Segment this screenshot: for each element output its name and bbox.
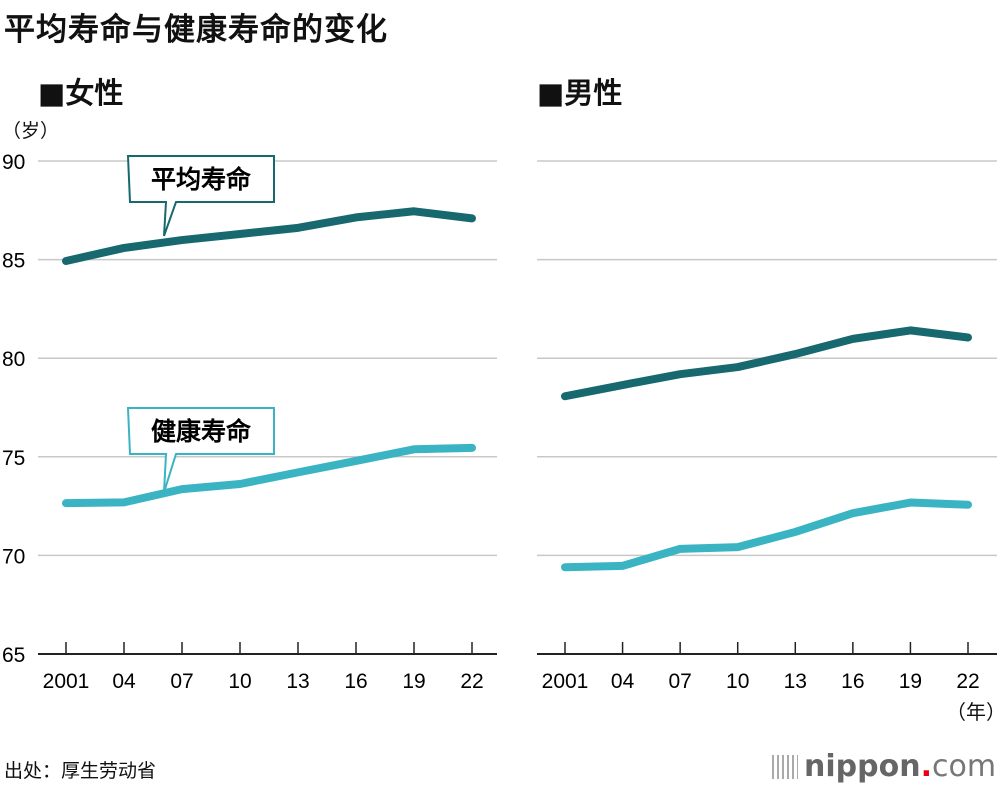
callout-box [126, 407, 275, 493]
x-tick-label: 10 [726, 670, 749, 693]
x-tick-label: 16 [841, 670, 864, 693]
panel-title-female: ■女性 [38, 76, 124, 110]
x-tick-label: 22 [460, 670, 483, 693]
logo-bars-icon [772, 755, 798, 779]
y-tick-label: 85 [2, 250, 25, 273]
x-tick-label: 19 [402, 670, 425, 693]
y-tick-label: 90 [2, 151, 25, 174]
series-label: 平均寿命 [151, 165, 252, 194]
y-tick-label: 65 [2, 644, 25, 667]
average-life-line-female [62, 207, 476, 265]
x-tick-label: 13 [286, 670, 309, 693]
average-life-line-male [561, 326, 972, 401]
x-tick-label: 13 [784, 670, 807, 693]
series-label: 健康寿命 [151, 417, 252, 446]
x-tick-label: 19 [899, 670, 922, 693]
x-unit-label: （年） [946, 700, 1000, 724]
healthy-life-line-female [62, 443, 476, 508]
x-tick-label: 04 [112, 670, 136, 693]
x-tick-label: 2001 [542, 670, 589, 693]
y-tick-label: 70 [2, 545, 25, 568]
panel-title-male: ■男性 [537, 76, 623, 110]
y-tick-label: 75 [2, 447, 25, 470]
x-tick-label: 07 [668, 670, 691, 693]
x-tick-label: 16 [344, 670, 367, 693]
x-tick-label: 07 [170, 670, 193, 693]
healthy-life-line-male [561, 498, 972, 572]
callout-box [126, 155, 275, 237]
x-tick-label: 22 [956, 670, 979, 693]
x-tick-label: 2001 [43, 670, 90, 693]
y-unit-label: （岁） [2, 120, 60, 142]
x-tick-label: 04 [611, 670, 635, 693]
x-tick-label: 10 [228, 670, 251, 693]
y-tick-label: 80 [2, 348, 25, 371]
nippon-logo: nippon.com [772, 749, 996, 784]
chart-title: 平均寿命与健康寿命的变化 [4, 12, 388, 48]
source-note: 出处：厚生劳动省 [4, 760, 157, 782]
